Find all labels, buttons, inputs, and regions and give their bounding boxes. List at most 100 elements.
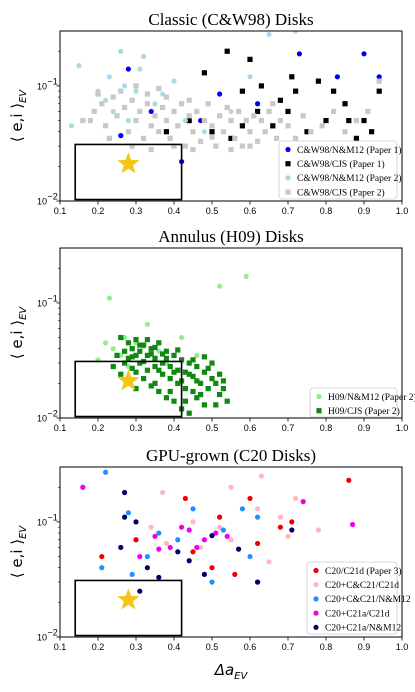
data-point	[236, 546, 242, 552]
data-point	[228, 146, 234, 153]
data-point	[99, 101, 105, 107]
data-layer	[74, 469, 356, 637]
data-point	[99, 565, 105, 571]
y-tick-label: 10	[37, 633, 47, 643]
data-point	[255, 138, 261, 144]
data-point	[182, 369, 188, 375]
data-point	[148, 383, 154, 389]
legend-marker	[313, 610, 319, 616]
data-point	[277, 117, 283, 124]
data-point	[129, 571, 135, 577]
x-tick-label: 0.8	[320, 206, 333, 216]
data-point	[103, 469, 109, 475]
data-point	[114, 113, 120, 119]
data-point	[236, 108, 242, 115]
x-tick-label: 0.9	[358, 642, 371, 652]
data-point	[186, 527, 192, 533]
data-point	[217, 524, 223, 530]
data-point	[190, 519, 196, 525]
data-point	[171, 352, 177, 358]
data-point	[110, 363, 116, 370]
data-point	[270, 123, 276, 129]
data-point	[220, 378, 226, 384]
data-point	[171, 78, 177, 84]
series-2	[163, 48, 382, 141]
data-point	[133, 519, 139, 525]
data-point	[334, 74, 340, 80]
data-point	[194, 108, 200, 115]
data-point	[323, 117, 329, 124]
data-point	[137, 348, 143, 354]
data-point	[224, 398, 230, 404]
data-point	[179, 357, 185, 363]
data-point	[163, 348, 169, 354]
x-tick-label: 0.3	[130, 206, 143, 216]
data-point	[198, 544, 204, 551]
y-tick-exponent: −2	[48, 628, 58, 638]
data-point	[258, 473, 264, 479]
data-point	[175, 347, 181, 353]
series-2	[110, 334, 230, 416]
data-point	[106, 135, 112, 141]
legend-marker	[313, 582, 319, 588]
data-point	[239, 506, 245, 512]
x-tick-label: 0.2	[92, 642, 105, 652]
data-point	[137, 108, 143, 115]
data-point	[179, 101, 185, 107]
data-point	[194, 352, 200, 358]
data-point	[205, 365, 211, 371]
data-point	[201, 354, 207, 360]
data-point	[217, 391, 223, 398]
legend-label: C&W98/N&M12 (Paper 2)	[297, 173, 402, 184]
data-point	[376, 88, 382, 94]
y-tick-exponent: −1	[48, 76, 58, 86]
data-point	[266, 108, 272, 115]
data-point	[133, 117, 139, 124]
data-point	[201, 117, 207, 124]
x-tick-label: 0.7	[282, 642, 295, 652]
legend-marker	[313, 567, 319, 574]
data-point	[167, 544, 173, 551]
data-point	[209, 129, 215, 135]
data-point	[144, 565, 150, 571]
data-point	[152, 355, 158, 361]
data-point	[133, 88, 139, 94]
data-point	[315, 527, 321, 533]
data-point	[186, 360, 192, 366]
series-3	[99, 469, 261, 585]
data-point	[300, 499, 306, 505]
data-point	[319, 123, 325, 129]
target-box	[74, 579, 183, 637]
data-point	[137, 66, 143, 72]
data-point	[133, 352, 139, 358]
chart-panel-1: Classic (C&W98) Disks 0.1 0.2 0.3 0.4 0.5 0.6 0…	[8, 10, 408, 216]
data-point	[239, 143, 245, 149]
data-point	[144, 367, 150, 373]
data-point	[247, 56, 253, 62]
data-point	[95, 91, 101, 97]
data-point	[285, 123, 291, 129]
data-point	[122, 489, 128, 496]
data-point	[160, 360, 166, 366]
chart-title: GPU-grown (C20 Disks)	[146, 446, 316, 465]
legend-label: C&W98/N&M12 (Paper 1)	[297, 145, 402, 156]
data-point	[186, 113, 192, 119]
legend-label: C20+C&C21/N&M12	[325, 595, 411, 605]
data-point	[175, 537, 181, 543]
series-5	[118, 489, 295, 594]
data-point	[141, 375, 147, 382]
data-point	[209, 565, 215, 571]
data-point	[186, 371, 192, 377]
data-point	[209, 579, 215, 585]
data-point	[353, 117, 359, 124]
data-point	[148, 346, 154, 352]
data-point	[87, 117, 93, 124]
data-point	[175, 367, 181, 373]
legend-marker	[313, 596, 319, 602]
data-point	[125, 66, 131, 72]
data-point	[182, 398, 188, 404]
data-point	[220, 527, 226, 533]
x-tick-label: 0.8	[320, 642, 333, 652]
star-marker	[117, 588, 140, 610]
